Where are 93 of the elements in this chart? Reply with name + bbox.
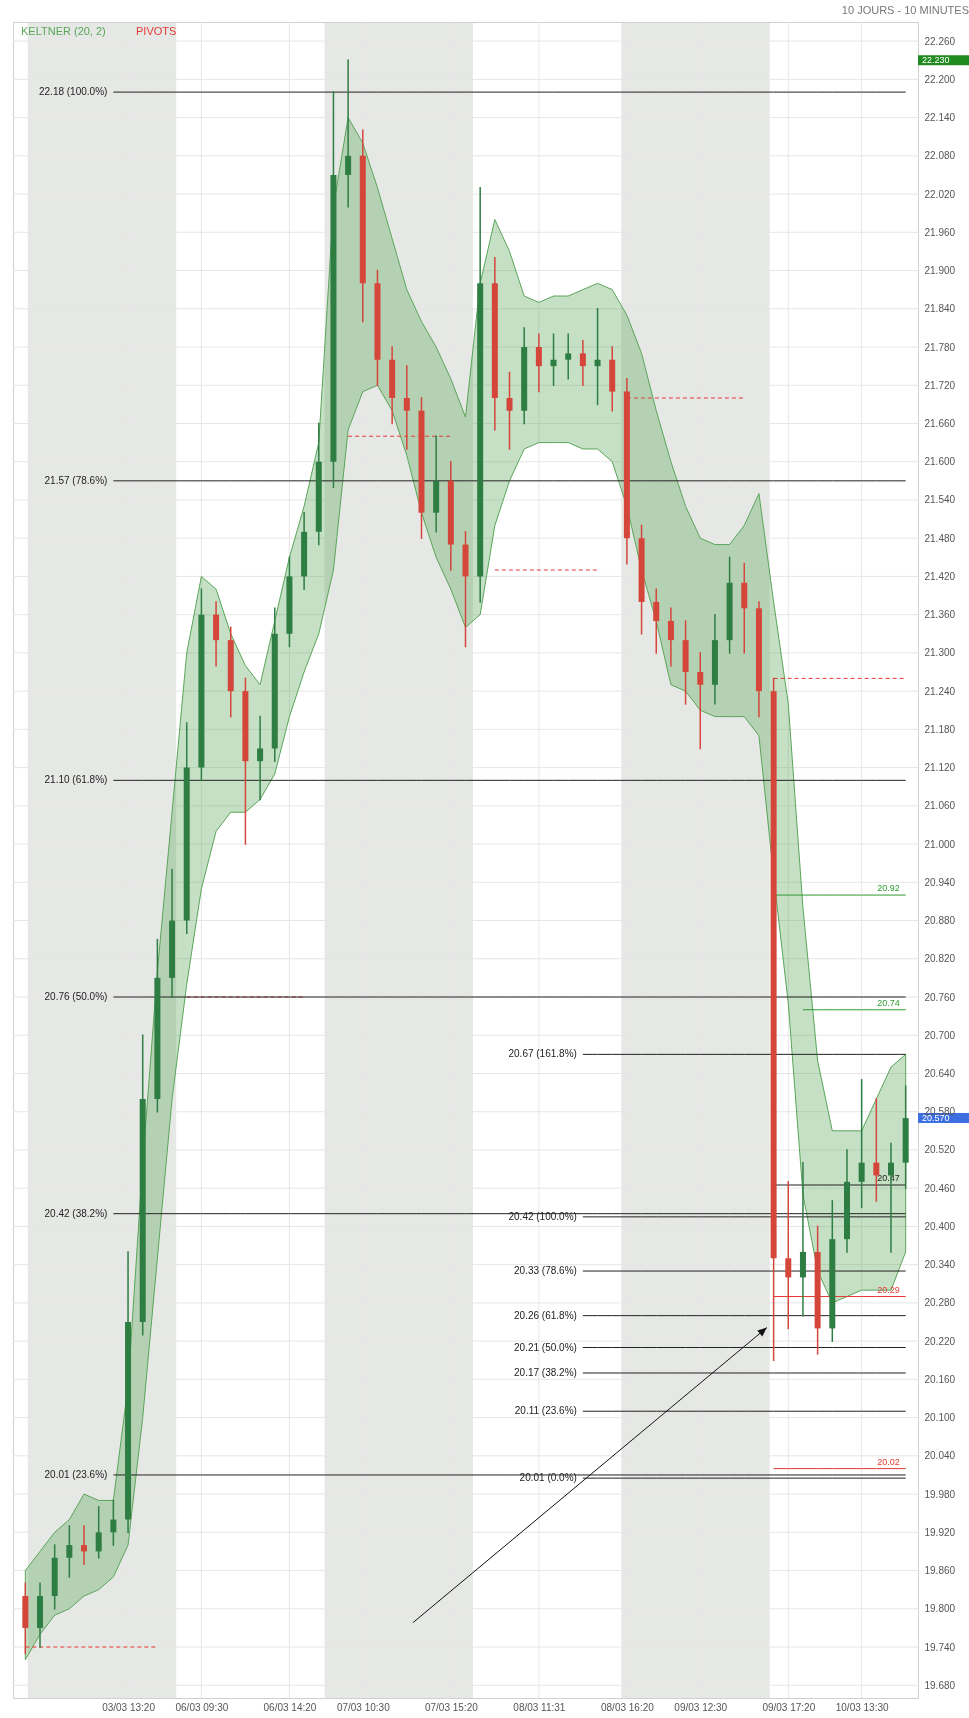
chart-subtitle: 10 JOURS - 10 MINUTES	[841, 3, 969, 16]
data-label: 21.57 (78.6%)	[44, 474, 108, 486]
x-tick-label: 10/03 13:30	[835, 1701, 889, 1713]
y-tick-label: 20.940	[924, 876, 956, 888]
y-tick-label: 21.600	[924, 456, 956, 468]
y-tick-label: 21.180	[924, 723, 956, 735]
data-label: 20.01 (23.6%)	[44, 1468, 108, 1480]
y-tick-label: 22.080	[924, 150, 956, 162]
data-label: 20.02	[877, 1456, 900, 1467]
y-tick-label: 21.660	[924, 417, 956, 429]
y-tick-label: 22.260	[924, 35, 956, 47]
data-label: 20.29	[877, 1284, 900, 1295]
y-tick-label: 19.680	[924, 1679, 956, 1691]
y-tick-label: 20.760	[924, 991, 956, 1003]
data-label: 20.76 (50.0%)	[44, 991, 108, 1003]
text: 22.230	[922, 55, 950, 66]
y-tick-label: 20.640	[924, 1067, 956, 1079]
data-label: 22.18 (100.0%)	[38, 86, 108, 98]
candlestick	[579, 339, 586, 386]
candlestick	[785, 1181, 792, 1330]
x-tick-label: 06/03 14:20	[263, 1701, 317, 1713]
y-tick-label: 21.840	[924, 303, 956, 315]
candlestick	[594, 308, 601, 406]
data-label: 20.33 (78.6%)	[514, 1265, 577, 1277]
y-tick-label: 20.280	[924, 1297, 956, 1309]
candlestick	[667, 607, 674, 667]
y-tick-label: 20.160	[924, 1373, 956, 1385]
candlestick	[506, 371, 513, 450]
y-tick-label: 20.820	[924, 953, 956, 965]
y-tick-label: 20.700	[924, 1029, 956, 1041]
candlestick	[535, 333, 542, 393]
y-tick-label: 19.740	[924, 1641, 956, 1653]
y-tick-label: 20.520	[924, 1144, 956, 1156]
y-tick-label: 21.360	[924, 609, 956, 621]
y-tick-label: 20.880	[924, 915, 956, 927]
candlestick	[565, 333, 572, 380]
y-tick-label: 21.780	[924, 341, 956, 353]
candlestick	[110, 1499, 117, 1546]
y-tick-label: 20.040	[924, 1450, 956, 1462]
y-tick-label: 20.340	[924, 1259, 956, 1271]
y-tick-label: 21.300	[924, 647, 956, 659]
y-tick-label: 21.060	[924, 800, 956, 812]
y-tick-label: 22.200	[924, 73, 956, 85]
y-tick-label: 19.860	[924, 1565, 956, 1577]
y-tick-label: 19.800	[924, 1603, 956, 1615]
legend-label: KELTNER (20, 2)	[21, 25, 106, 37]
y-tick-label: 21.240	[924, 685, 956, 697]
candlestick	[858, 1079, 865, 1209]
y-tick-label: 22.140	[924, 112, 956, 124]
candlestick	[66, 1525, 73, 1578]
candlestick	[95, 1506, 102, 1559]
candlestick	[697, 652, 704, 750]
data-label: 20.01 (0.0%)	[519, 1472, 577, 1484]
y-tick-label: 21.960	[924, 226, 956, 238]
data-label: 20.74	[877, 997, 900, 1008]
text: PIVOTS	[136, 25, 177, 37]
y-tick-label: 19.980	[924, 1488, 956, 1500]
data-label: 20.21 (50.0%)	[514, 1341, 577, 1353]
x-tick-label: 07/03 15:20	[424, 1701, 479, 1713]
data-label: 21.10 (61.8%)	[44, 774, 108, 786]
y-tick-label: 20.400	[924, 1220, 956, 1232]
candlestick	[653, 588, 660, 654]
data-label: 20.11 (23.6%)	[514, 1405, 577, 1417]
x-tick-label: 08/03 11:31	[513, 1701, 566, 1713]
x-tick-label: 03/03 13:20	[102, 1701, 156, 1713]
y-tick-label: 21.540	[924, 494, 956, 506]
data-label: 20.17 (38.2%)	[514, 1367, 577, 1378]
y-tick-label: 20.460	[924, 1182, 956, 1194]
y-tick-label: 21.900	[924, 265, 956, 277]
x-tick-label: 08/03 16:20	[600, 1701, 655, 1713]
y-tick-label: 21.120	[924, 762, 956, 774]
data-label: 20.92	[877, 883, 900, 894]
candlestick	[345, 59, 352, 208]
y-tick-label: 21.720	[924, 379, 956, 391]
y-tick-label: 21.480	[924, 532, 956, 544]
x-tick-label: 06/03 09:30	[175, 1701, 229, 1713]
x-tick-label: 07/03 10:30	[336, 1701, 391, 1713]
data-label: 20.42 (100.0%)	[508, 1210, 577, 1222]
y-tick-label: 21.000	[924, 838, 956, 850]
candlestick	[550, 333, 557, 386]
candlestick	[403, 365, 410, 450]
y-tick-label: 21.420	[924, 570, 956, 582]
candlestick	[81, 1525, 88, 1565]
data-label: 20.26 (61.8%)	[514, 1309, 577, 1321]
y-tick-label: 22.020	[924, 188, 956, 200]
data-label: 20.67 (161.8%)	[508, 1048, 577, 1060]
y-tick-label: 20.100	[924, 1412, 956, 1424]
candlestick	[257, 715, 264, 801]
data-label: 20.42 (38.2%)	[44, 1207, 108, 1219]
x-tick-label: 09/03 17:20	[762, 1701, 816, 1713]
y-tick-label: 20.220	[924, 1335, 956, 1347]
x-tick-label: 09/03 12:30	[674, 1701, 728, 1713]
y-tick-label: 19.920	[924, 1526, 956, 1538]
